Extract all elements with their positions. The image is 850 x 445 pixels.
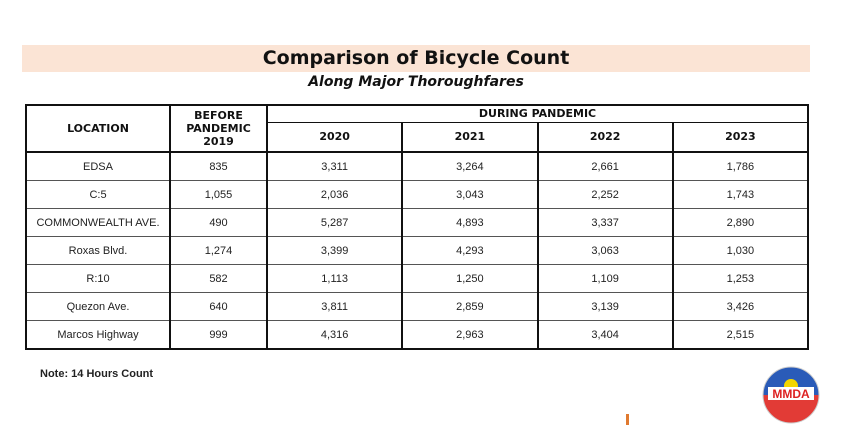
cell-year-value: 1,743 (672, 180, 809, 209)
cell-year-value: 3,426 (672, 292, 809, 321)
page-subtitle: Along Major Thoroughfares (308, 74, 524, 90)
table-row: Roxas Blvd. 1,274 3,399 4,293 3,063 1,030 (25, 236, 809, 265)
cell-year-value: 3,811 (266, 292, 404, 321)
cell-year-value: 2,515 (672, 320, 809, 350)
header-year: 2023 (672, 121, 809, 153)
header-location: LOCATION (25, 104, 171, 153)
page-title: Comparison of Bicycle Count (262, 47, 570, 69)
header-before-pandemic: BEFORE PANDEMIC 2019 (169, 104, 268, 153)
cell-before-2019: 1,055 (169, 180, 268, 209)
cell-before-2019: 835 (169, 151, 268, 181)
cell-location: COMMONWEALTH AVE. (25, 208, 171, 237)
cell-year-value: 3,063 (536, 236, 674, 265)
cell-year-value: 3,311 (266, 151, 404, 181)
cell-year-value: 1,253 (672, 264, 809, 293)
cell-before-2019: 640 (169, 292, 268, 321)
cell-before-2019: 999 (169, 320, 268, 350)
table-row: COMMONWEALTH AVE. 490 5,287 4,893 3,337 2,890 (25, 208, 809, 237)
cell-before-2019: 490 (169, 208, 268, 237)
cell-location: C:5 (25, 180, 171, 209)
cell-year-value: 2,963 (401, 320, 539, 350)
table-row: R:10 582 1,113 1,250 1,109 1,253 (25, 264, 809, 293)
cell-year-value: 1,113 (266, 264, 404, 293)
cell-year-value: 2,252 (536, 180, 674, 209)
cell-before-2019: 582 (169, 264, 268, 293)
cell-year-value: 3,399 (266, 236, 404, 265)
table-row: Marcos Highway 999 4,316 2,963 3,404 2,515 (25, 320, 809, 350)
cell-year-value: 4,293 (401, 236, 539, 265)
cell-year-value: 5,287 (266, 208, 404, 237)
cell-year-value: 2,661 (536, 151, 674, 181)
orange-mark (626, 414, 629, 425)
cell-year-value: 1,109 (536, 264, 674, 293)
cell-year-value: 3,404 (536, 320, 674, 350)
cell-year-value: 1,250 (401, 264, 539, 293)
svg-text:MMDA: MMDA (772, 387, 810, 401)
header-year: 2021 (401, 121, 539, 153)
header-year: 2020 (266, 121, 404, 153)
cell-location: Quezon Ave. (25, 292, 171, 321)
header-year: 2022 (536, 121, 674, 153)
cell-year-value: 2,036 (266, 180, 404, 209)
title-band (22, 45, 810, 72)
cell-before-2019: 1,274 (169, 236, 268, 265)
cell-year-value: 2,859 (401, 292, 539, 321)
cell-location: Roxas Blvd. (25, 236, 171, 265)
table-row: Quezon Ave. 640 3,811 2,859 3,139 3,426 (25, 292, 809, 321)
cell-year-value: 1,786 (672, 151, 809, 181)
bicycle-count-table: LOCATION BEFORE PANDEMIC 2019 DURING PAN… (25, 104, 809, 350)
cell-year-value: 1,030 (672, 236, 809, 265)
cell-location: R:10 (25, 264, 171, 293)
cell-year-value: 2,890 (672, 208, 809, 237)
cell-year-value: 3,264 (401, 151, 539, 181)
cell-year-value: 3,139 (536, 292, 674, 321)
table-row: C:5 1,055 2,036 3,043 2,252 1,743 (25, 180, 809, 209)
cell-year-value: 4,893 (401, 208, 539, 237)
table-row: EDSA 835 3,311 3,264 2,661 1,786 (25, 151, 809, 181)
cell-year-value: 3,337 (536, 208, 674, 237)
cell-location: EDSA (25, 151, 171, 181)
cell-location: Marcos Highway (25, 320, 171, 350)
cell-year-value: 4,316 (266, 320, 404, 350)
mmda-logo: MMDA (762, 366, 820, 424)
header-during-pandemic: DURING PANDEMIC (266, 104, 809, 123)
note: Note: 14 Hours Count (40, 368, 154, 380)
cell-year-value: 3,043 (401, 180, 539, 209)
